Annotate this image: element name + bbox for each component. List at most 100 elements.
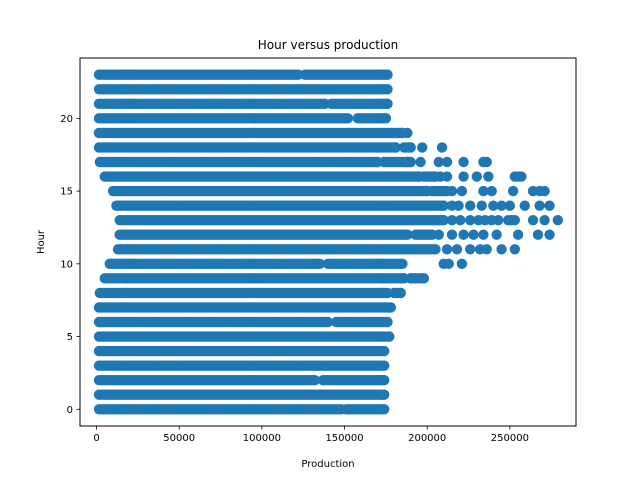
data-point [544, 200, 555, 211]
data-point [455, 214, 466, 226]
data-point [402, 127, 413, 139]
data-point [519, 200, 530, 211]
x-tick-label: 200000 [408, 433, 446, 444]
x-tick-label: 150000 [325, 433, 363, 444]
data-point [397, 258, 408, 270]
data-point [418, 273, 430, 284]
y-axis-title: Hour [36, 229, 47, 254]
data-point [496, 244, 507, 255]
x-tick-label: 50000 [163, 433, 195, 444]
data-point [430, 244, 441, 255]
data-point [441, 244, 453, 255]
data-point [410, 273, 421, 284]
data-point [380, 113, 392, 124]
data-point [451, 244, 463, 255]
data-point [458, 171, 469, 182]
x-axis: 0 50000 100000 150000 200000 250000 [93, 426, 529, 444]
data-point [446, 214, 458, 226]
data-point [443, 258, 454, 270]
data-point [481, 156, 492, 168]
data-point [309, 374, 320, 386]
data-point [478, 229, 489, 240]
data-point [405, 142, 416, 153]
data-point [322, 316, 334, 328]
data-point [464, 214, 476, 226]
data-point [453, 200, 464, 211]
data-point [539, 185, 550, 197]
data-point [552, 214, 564, 226]
x-tick-label: 250000 [491, 433, 529, 444]
data-point [402, 229, 413, 240]
data-point [382, 316, 393, 328]
data-point [382, 69, 393, 80]
data-point [532, 229, 544, 240]
data-point [486, 185, 497, 197]
data-point [446, 185, 458, 197]
data-point [483, 171, 494, 182]
data-point [491, 229, 502, 240]
y-tick-label: 20 [60, 114, 73, 125]
x-tick-label: 100000 [243, 433, 281, 444]
data-point [539, 214, 550, 226]
x-tick-label: 0 [93, 433, 99, 444]
data-point [464, 200, 476, 211]
points-layer [93, 69, 564, 415]
data-point [441, 171, 453, 182]
data-point [478, 185, 489, 197]
data-point [436, 142, 448, 153]
y-tick-label: 15 [60, 187, 73, 198]
data-point [395, 287, 406, 299]
data-point [390, 142, 401, 153]
y-tick-label: 0 [67, 405, 73, 416]
data-point [488, 200, 499, 211]
data-point [379, 360, 390, 371]
data-point [433, 229, 444, 240]
data-point [438, 200, 449, 211]
data-point [458, 156, 469, 168]
data-point [527, 214, 539, 226]
data-point [446, 229, 458, 240]
data-point [464, 244, 476, 255]
data-point [441, 156, 453, 168]
data-point [504, 200, 516, 211]
data-point [379, 404, 390, 415]
data-point [458, 229, 469, 240]
data-point [509, 244, 521, 255]
data-point [456, 185, 468, 197]
data-point [516, 171, 527, 182]
data-point [493, 214, 504, 226]
data-point [468, 229, 479, 240]
data-point [342, 113, 354, 124]
data-point [438, 214, 449, 226]
data-point [534, 200, 545, 211]
data-point [417, 142, 428, 153]
y-tick-label: 5 [67, 332, 73, 343]
data-point [481, 244, 492, 255]
data-point [314, 258, 325, 270]
x-axis-title: Production [301, 459, 354, 470]
data-point [379, 345, 390, 357]
data-point [471, 171, 482, 182]
data-point [385, 302, 397, 313]
data-point [544, 229, 555, 240]
data-point [512, 229, 524, 240]
data-point [496, 200, 507, 211]
data-point [456, 258, 468, 270]
data-point [507, 185, 519, 197]
data-point [382, 98, 393, 110]
data-point [476, 200, 487, 211]
data-point [402, 156, 413, 168]
data-point [383, 331, 395, 342]
data-point [415, 156, 426, 168]
data-point [379, 389, 390, 400]
data-point [379, 374, 390, 386]
chart-title: Hour versus production [258, 38, 399, 52]
data-point [382, 84, 393, 95]
data-point [433, 156, 444, 168]
y-axis: 0 5 10 15 20 [60, 114, 80, 416]
plot-frame [79, 57, 577, 427]
data-point [509, 214, 521, 226]
y-tick-label: 10 [60, 259, 73, 270]
